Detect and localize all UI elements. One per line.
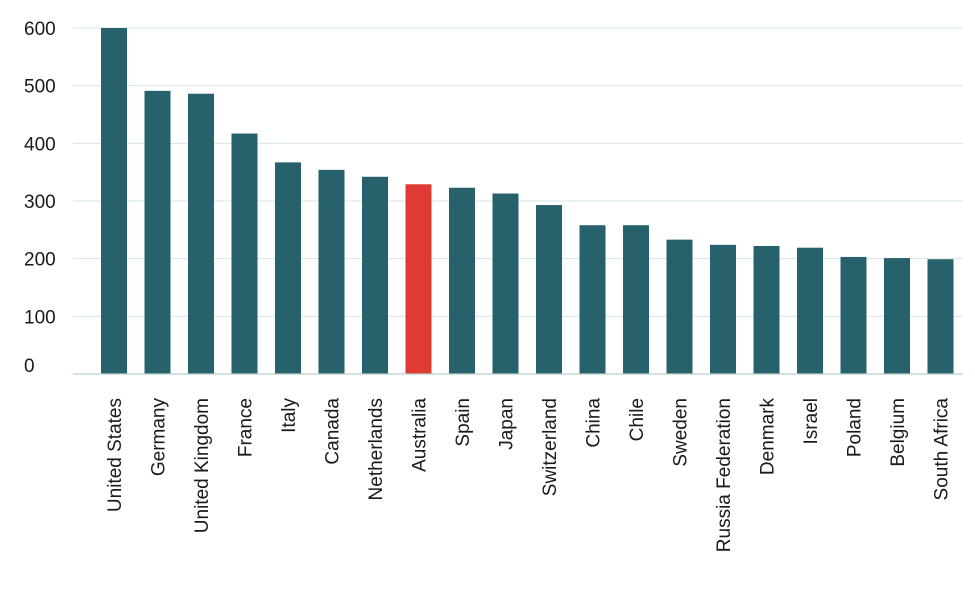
x-tick-label: United States bbox=[105, 398, 126, 512]
y-tick-label: 100 bbox=[24, 307, 56, 328]
x-tick-label: Spain bbox=[453, 398, 474, 447]
bars bbox=[101, 28, 954, 375]
y-tick-label: 400 bbox=[24, 134, 56, 155]
bar-italy bbox=[275, 162, 301, 374]
x-tick-label: Canada bbox=[323, 398, 344, 465]
x-tick-label: Japan bbox=[497, 398, 518, 450]
x-tick-label: Belgium bbox=[888, 398, 909, 467]
bar-sweden bbox=[666, 239, 693, 374]
y-tick-label: 600 bbox=[24, 19, 56, 40]
y-tick-label: 300 bbox=[24, 192, 56, 213]
y-tick-label: 500 bbox=[24, 77, 56, 98]
y-axis-ticks: 0 100 200 300 400 500 600 bbox=[24, 19, 56, 377]
bar-denmark bbox=[753, 245, 780, 374]
x-tick-label: Poland bbox=[845, 398, 866, 457]
y-tick-label: 0 bbox=[24, 356, 35, 377]
x-tick-label: Germany bbox=[149, 398, 170, 477]
x-tick-label: South Africa bbox=[932, 398, 953, 501]
x-tick-label: France bbox=[236, 398, 257, 457]
bar-germany bbox=[144, 90, 171, 375]
bar-china bbox=[579, 225, 606, 374]
bar-united-states bbox=[101, 28, 127, 374]
x-tick-label: United Kingdom bbox=[192, 398, 213, 533]
bar-switzerland bbox=[536, 205, 562, 374]
bar-poland bbox=[840, 256, 867, 374]
x-tick-label: Netherlands bbox=[366, 398, 387, 500]
x-tick-label: Denmark bbox=[758, 398, 779, 476]
bar-israel bbox=[797, 247, 823, 374]
x-tick-label: Israel bbox=[801, 398, 822, 444]
x-tick-label: Switzerland bbox=[540, 398, 561, 496]
bar-france bbox=[231, 133, 258, 374]
bar-united-kingdom bbox=[188, 93, 214, 375]
bar-belgium bbox=[884, 258, 910, 374]
x-tick-label: Russia Federation bbox=[714, 398, 735, 552]
x-tick-label: Australia bbox=[410, 398, 431, 472]
y-tick-label: 200 bbox=[24, 250, 56, 271]
bar-south-africa bbox=[927, 259, 954, 374]
x-axis-ticks: United States Germany United Kingdom France… bbox=[105, 398, 953, 553]
x-tick-label: Italy bbox=[279, 398, 300, 433]
bar-canada bbox=[318, 169, 345, 374]
x-tick-label: Chile bbox=[627, 398, 648, 441]
bar-spain bbox=[449, 187, 475, 374]
x-tick-label: China bbox=[584, 398, 605, 448]
bar-japan bbox=[492, 193, 519, 374]
x-tick-label: Sweden bbox=[671, 398, 692, 467]
bar-netherlands bbox=[362, 176, 388, 374]
bar-russia-federation bbox=[710, 244, 736, 374]
bar-chile bbox=[623, 225, 649, 374]
bar-australia bbox=[405, 184, 432, 374]
